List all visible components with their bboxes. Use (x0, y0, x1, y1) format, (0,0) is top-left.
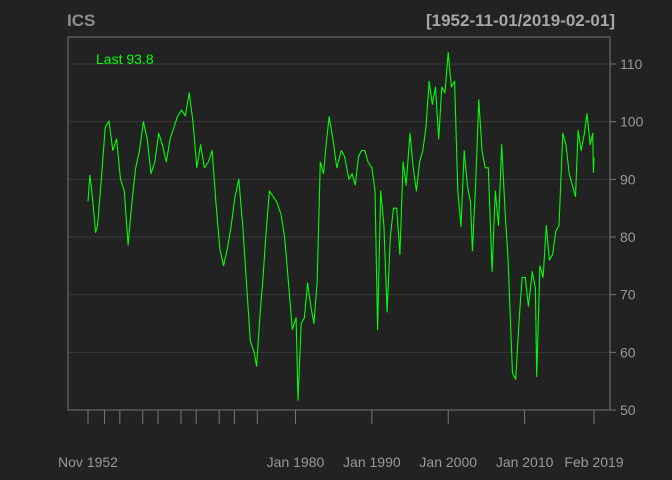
date-range-label: [1952-11-01/2019-02-01] (426, 11, 615, 30)
y-tick-label: 100 (620, 114, 644, 130)
y-tick-label: 80 (620, 229, 636, 245)
y-tick-label: 110 (620, 56, 643, 72)
x-axis: Nov 1952 Jan 1980 Jan 1990 Jan 2000 Jan 2010… (58, 409, 624, 470)
grid-lines (68, 63, 610, 411)
x-tick-label: Jan 2000 (419, 454, 477, 470)
y-axis: 50 60 70 80 90 100 110 (610, 56, 644, 418)
x-tick-label: Jan 1990 (343, 454, 401, 470)
y-tick-label: 60 (620, 344, 636, 360)
y-tick-label: 90 (620, 171, 636, 187)
chart-title: ICS (67, 11, 95, 30)
last-value-label: Last 93.8 (96, 51, 154, 67)
x-tick-label: Nov 1952 (58, 454, 118, 470)
x-tick-label: Jan 1980 (267, 454, 325, 470)
ics-series-line (87, 51, 595, 401)
y-tick-label: 70 (620, 287, 636, 303)
x-tick-label: Feb 2019 (564, 454, 623, 470)
x-tick-label: Jan 2010 (496, 454, 554, 470)
y-tick-label: 50 (620, 402, 636, 418)
